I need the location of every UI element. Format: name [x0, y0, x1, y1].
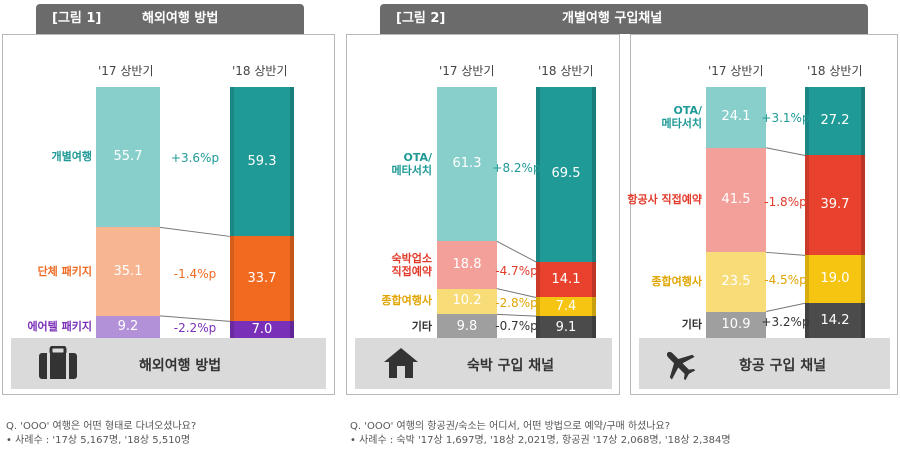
- bar-segment: [437, 241, 497, 289]
- bar-segment: [706, 311, 766, 339]
- change-label: +3.1%p: [761, 111, 810, 126]
- bar-segment: [96, 315, 160, 339]
- bar-segment: [805, 255, 865, 304]
- bar-segment: [536, 316, 596, 339]
- figure1-note-sample: • 사례수 : '17상 5,167명, '18상 5,510명: [6, 435, 191, 446]
- category-label: 종합여행사: [381, 294, 432, 308]
- category-label: 개별여행: [51, 150, 92, 164]
- figure1-footer: 해외여행 방법: [11, 338, 326, 389]
- bar-value-label: 19.0: [820, 271, 850, 287]
- change-label: +3.2%p: [761, 315, 810, 330]
- bar-segment: [706, 147, 766, 253]
- bar-value-label: 59.3: [247, 153, 277, 169]
- figure1-footer-label: 해외여행 방법: [139, 358, 222, 374]
- bar-segment: [805, 303, 865, 339]
- change-label: -1.4%p: [173, 267, 217, 282]
- bar-segment: [437, 314, 497, 339]
- change-label: -2.2%p: [173, 320, 217, 335]
- figure2-tab-number: [그림 2]: [396, 11, 446, 26]
- bar-value-label: 9.8: [456, 318, 478, 334]
- bar-value-label: 39.7: [820, 197, 850, 213]
- bar-segment: [805, 87, 865, 156]
- bar-value-label: 9.2: [117, 319, 139, 335]
- change-label: -4.7%p: [495, 264, 538, 279]
- figure2-tab-title: 개별여행 구입채널: [562, 11, 663, 26]
- year-tick-label: '18 상반기: [232, 64, 288, 78]
- flight-footer-label: 항공 구입 채널: [739, 358, 827, 374]
- bar-value-label: 55.7: [113, 149, 143, 165]
- figure2-note-sample: • 사례수 : 숙박 '17상 1,697명, '18상 2,021명, 항공권…: [350, 435, 731, 446]
- bar-value-label: 69.5: [551, 166, 581, 182]
- bar-value-label: 14.2: [820, 313, 850, 329]
- bar-value-label: 7.4: [555, 298, 577, 314]
- year-tick-label: '18 상반기: [807, 64, 863, 78]
- bar-segment: [230, 87, 294, 237]
- year-tick-label: '18 상반기: [538, 64, 594, 78]
- bar-segment: [437, 288, 497, 315]
- bar-value-label: 35.1: [113, 263, 143, 279]
- bar-value-label: 23.5: [721, 273, 751, 289]
- category-label-line: OTA/: [403, 151, 432, 165]
- bar-value-label: 27.2: [820, 113, 850, 129]
- change-label: -1.8%p: [764, 194, 807, 209]
- year-tick-label: '17 상반기: [98, 64, 154, 78]
- change-label: -0.7%p: [495, 319, 538, 334]
- bar-value-label: 18.8: [452, 256, 482, 272]
- bar-value-label: 33.7: [247, 270, 277, 286]
- flight-footer: 항공 구입 채널: [639, 338, 890, 389]
- bar-segment: [536, 261, 596, 298]
- bar-segment: [96, 227, 160, 316]
- category-label: 단체 패키지: [37, 264, 92, 278]
- bar-segment: [437, 87, 497, 242]
- change-label: -2.8%p: [495, 296, 538, 311]
- figure2-note-question: Q. 'OOO' 여행의 항공권/숙소는 어디서, 어떤 방법으로 예약/구매 …: [350, 421, 671, 432]
- bar-value-label: 9.1: [555, 319, 577, 335]
- lodging-footer: 숙박 구입 채널: [355, 338, 612, 389]
- bar-segment: [96, 87, 160, 228]
- bar-value-label: 61.3: [452, 156, 482, 172]
- category-label-line: 메타서치: [391, 164, 432, 178]
- bar-value-label: 10.2: [452, 293, 482, 309]
- category-label: OTA/메타서치: [662, 104, 702, 130]
- bar-value-label: 41.5: [721, 192, 751, 208]
- house-icon: [383, 347, 419, 383]
- bar-segment: [536, 87, 596, 262]
- category-label: 종합여행사: [651, 274, 702, 288]
- bar-value-label: 14.1: [551, 271, 581, 287]
- category-label-line: 메타서치: [661, 117, 702, 131]
- change-label: -4.5%p: [764, 272, 807, 287]
- bar-segment: [706, 87, 766, 148]
- bar-segment: [230, 236, 294, 322]
- figure1-tab-title: 해외여행 방법: [142, 11, 219, 26]
- airplane-icon: [661, 346, 697, 386]
- bar-segment: [536, 297, 596, 317]
- bar-segment: [805, 155, 865, 256]
- change-label: +8.2%p: [492, 161, 541, 176]
- figure1-tab-number: [그림 1]: [52, 11, 102, 26]
- figure2-tab: [그림 2] 개별여행 구입채널: [380, 4, 868, 34]
- year-tick-label: '17 상반기: [439, 64, 495, 78]
- year-tick-label: '17 상반기: [708, 64, 764, 78]
- figure1-tab: [그림 1] 해외여행 방법: [36, 4, 304, 34]
- bar-value-label: 24.1: [721, 109, 751, 125]
- bar-value-label: 7.0: [251, 322, 273, 338]
- category-label: OTA/메타서치: [392, 151, 432, 177]
- category-label-line: 숙박업소: [391, 251, 432, 265]
- figure1-note-question: Q. 'OOO' 여행은 어떤 형태로 다녀오셨나요?: [6, 421, 197, 432]
- lodging-footer-label: 숙박 구입 채널: [467, 358, 555, 374]
- category-label: 기타: [411, 319, 432, 333]
- suitcase-icon: [37, 345, 79, 384]
- category-label-line: 직접예약: [391, 264, 432, 278]
- bar-segment: [706, 252, 766, 312]
- bar-value-label: 10.9: [721, 317, 751, 333]
- category-label: 에어텔 패키지: [27, 320, 92, 334]
- bar-segment: [230, 321, 294, 339]
- category-label: 항공사 직접예약: [627, 193, 702, 207]
- change-label: +3.6%p: [170, 151, 220, 166]
- category-label-line: OTA/: [673, 104, 702, 118]
- category-label: 숙박업소 직접예약: [392, 252, 432, 278]
- category-label: 기타: [681, 318, 702, 332]
